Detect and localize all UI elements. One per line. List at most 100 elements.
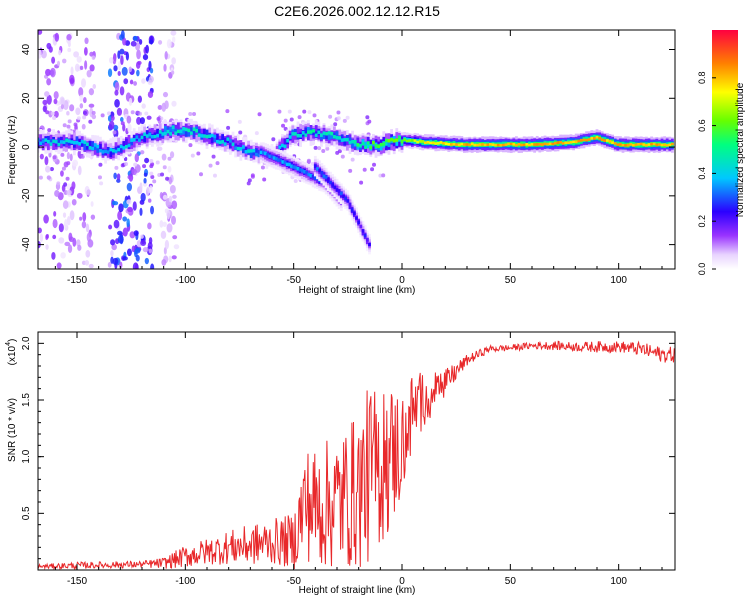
spectrogram-cell	[279, 158, 283, 162]
noise-blob	[62, 200, 69, 209]
noise-blob	[76, 56, 82, 63]
noise-blob	[107, 68, 113, 77]
noise-blob	[122, 123, 126, 132]
spectrogram-cell	[171, 125, 175, 130]
snr-x-tick-label: -100	[175, 576, 195, 587]
spectrogram-cell	[281, 138, 284, 149]
spectrogram-cell	[49, 142, 53, 146]
spectrogram-cell	[62, 134, 66, 145]
spectrogram-cell	[637, 142, 640, 146]
spectrogram-cell	[333, 135, 336, 139]
spectrogram-cell	[450, 143, 453, 146]
noise-blob	[56, 262, 62, 269]
spectrogram-cell	[650, 142, 653, 146]
noise-blob	[58, 237, 65, 244]
spectrogram-cell	[67, 139, 71, 143]
noise-blob	[212, 173, 217, 178]
spectrogram-cell	[329, 180, 332, 185]
noise-blob	[131, 245, 136, 253]
spectrogram-cell	[135, 135, 139, 139]
noise-blob	[72, 159, 79, 167]
spectrogram-cell	[626, 143, 630, 147]
spectrogram-cell	[73, 132, 76, 148]
noise-blob	[39, 153, 44, 160]
noise-blob	[56, 181, 61, 186]
colorbar-tick-label: 0.2	[697, 215, 707, 228]
spectrogram-cell	[255, 152, 258, 157]
noise-blob	[158, 40, 163, 45]
spectrogram-cell	[460, 142, 464, 146]
spectrogram-cell	[632, 143, 635, 147]
spectrogram-cell	[444, 142, 448, 146]
spectrogram-cell	[392, 139, 396, 143]
noise-blob	[89, 107, 94, 118]
noise-blob	[82, 115, 87, 120]
noise-blob	[133, 230, 139, 236]
spectrogram-cell	[324, 175, 328, 180]
spectrogram-cell	[234, 138, 237, 149]
spectrogram-cell	[73, 140, 76, 145]
noise-blob	[171, 200, 178, 210]
noise-blob	[143, 177, 147, 184]
noise-blob	[168, 176, 173, 185]
noise-blob	[119, 234, 124, 245]
noise-blob	[125, 51, 129, 61]
spectrogram-cell	[585, 138, 588, 142]
spectrogram-cell	[184, 130, 188, 137]
colorbar-ticks: 0.0 0.2 0.4 0.6 0.8	[697, 72, 716, 275]
noise-blob	[51, 56, 56, 64]
noise-blob	[133, 81, 138, 86]
snr-x-tick-label: -50	[286, 576, 301, 587]
spectrogram-cell	[93, 143, 97, 151]
noise-blob	[64, 241, 71, 247]
spectrogram-cell	[234, 146, 237, 150]
noise-blob	[122, 227, 128, 237]
spectrogram-cell	[112, 148, 115, 153]
noise-blob	[80, 78, 87, 88]
spectrogram-cell	[140, 135, 144, 140]
spectrogram-cell	[130, 138, 133, 142]
spectrogram-cell	[395, 138, 399, 142]
noise-blob	[130, 110, 135, 115]
spectrogram-cell	[221, 134, 224, 141]
spectrogram-cell	[218, 140, 222, 145]
noise-blob	[58, 223, 64, 233]
noise-blob	[84, 60, 88, 70]
spectrogram-cell	[242, 145, 245, 149]
snr-ticks: -150 -100 -50 0 50 100 0.5 1.0 1.5 2.0	[21, 332, 675, 587]
spectrogram-cell	[80, 139, 84, 144]
spectrogram-cell	[359, 144, 362, 148]
spectrogram-cell	[213, 134, 217, 139]
spectrogram-cell	[382, 142, 386, 146]
noise-blob	[117, 60, 121, 71]
spectrogram-cell	[197, 128, 201, 136]
noise-blob	[107, 115, 112, 122]
spectrogram-cell	[261, 150, 265, 155]
noise-blob	[306, 158, 311, 163]
spectrogram-cell	[413, 139, 417, 142]
spectrogram-cell	[476, 143, 479, 147]
noise-blob	[83, 97, 87, 104]
noise-blob	[237, 119, 242, 124]
noise-blob	[106, 111, 111, 116]
noise-blob	[166, 223, 173, 233]
noise-blob	[88, 103, 95, 108]
noise-blob	[108, 224, 113, 230]
spectrogram-cell	[361, 141, 365, 146]
spectrogram-cell	[611, 141, 614, 144]
spectrogram-cell	[60, 136, 63, 144]
noise-blob	[163, 247, 167, 255]
spectrogram-cell	[101, 150, 105, 154]
spectrogram-cell	[665, 143, 669, 147]
noise-blob	[38, 30, 43, 35]
spectrogram-cell	[122, 146, 126, 150]
noise-blob	[126, 199, 132, 205]
noise-blob	[164, 100, 169, 110]
noise-blob	[112, 257, 119, 266]
spectrogram-cell	[132, 137, 136, 148]
noise-blob	[89, 51, 94, 57]
spectrogram-x-tick-label: -150	[67, 275, 87, 286]
noise-blob	[143, 172, 148, 177]
spectrogram-cell	[351, 141, 354, 149]
